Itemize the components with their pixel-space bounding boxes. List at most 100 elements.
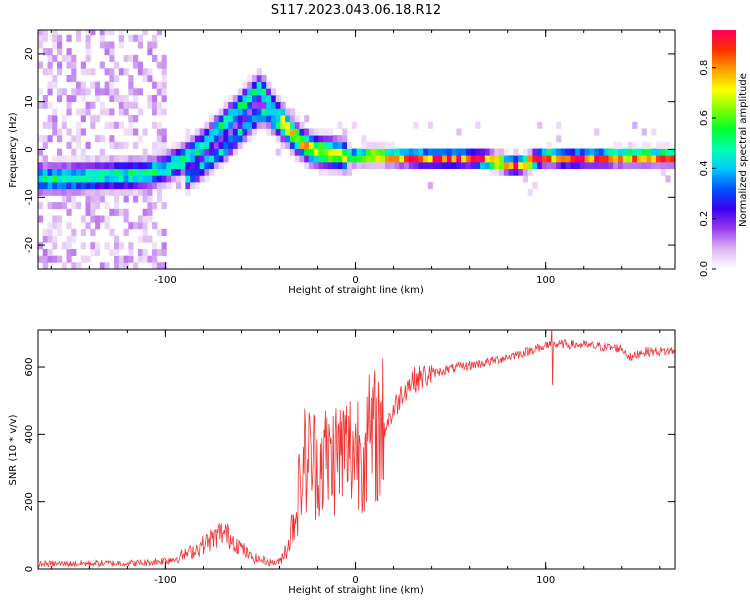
heatmap-cell (175, 161, 182, 170)
heatmap-cell (95, 135, 101, 143)
heatmap-cell (194, 168, 201, 176)
heatmap-cell (223, 121, 229, 129)
heatmap-cell (66, 168, 72, 176)
heatmap-cell (133, 222, 139, 230)
heatmap-cell (413, 121, 419, 129)
heatmap-cell (99, 215, 105, 223)
heatmap-cell (161, 141, 167, 149)
heatmap-cell (166, 175, 172, 183)
heatmap-cell (213, 115, 220, 123)
heatmap-cell (337, 135, 343, 143)
heatmap-cell (95, 202, 101, 210)
heatmap-cell (185, 168, 191, 176)
heatmap-cell (209, 128, 215, 136)
heatmap-cell (456, 155, 462, 163)
heatmap-cell (142, 155, 148, 163)
heatmap-cell (161, 68, 167, 76)
heatmap-cell (99, 34, 105, 42)
heatmap-cell (80, 182, 86, 190)
figure-title: S117.2023.043.06.18.R12 (271, 3, 441, 18)
heatmap-cell (389, 148, 395, 156)
heatmap-cell (57, 88, 63, 96)
heatmap-cell (137, 61, 143, 69)
heatmap-cell (228, 115, 234, 123)
heatmap-cell (651, 148, 657, 156)
heatmap-cell (52, 188, 58, 196)
heatmap-cell (156, 188, 162, 196)
heatmap-cell (237, 128, 243, 136)
snr-y-tick-label: 600 (24, 357, 35, 376)
heatmap-cell (142, 74, 148, 83)
heatmap-cell (527, 168, 533, 176)
heatmap-cell (308, 161, 315, 170)
heatmap-cell (237, 101, 243, 109)
heatmap-cell (57, 188, 63, 196)
heatmap-cell (556, 121, 562, 129)
heatmap-cell (294, 135, 300, 143)
heatmap-cell (223, 148, 229, 156)
heatmap-cell (670, 161, 675, 170)
heatmap-cell (109, 228, 115, 236)
heatmap-cell (152, 34, 158, 42)
heatmap-cell (133, 101, 139, 109)
heatmap-cell (71, 188, 77, 196)
heatmap-cell (156, 195, 162, 203)
heatmap-cell (118, 161, 124, 170)
heatmap-cell (665, 161, 671, 170)
heatmap-cell (532, 182, 538, 190)
heatmap-cell (180, 148, 186, 156)
heatmap-cell (560, 161, 567, 170)
heatmap-cell (123, 182, 129, 190)
heatmap-cell (128, 88, 134, 96)
heatmap-cell (589, 161, 595, 170)
heatmap-cell (323, 168, 329, 176)
heatmap-cell (52, 182, 58, 190)
heatmap-cell (537, 148, 543, 156)
heatmap-cell (38, 41, 44, 49)
heatmap-cell (123, 161, 129, 170)
heatmap-cell (118, 208, 124, 216)
heatmap-cell (537, 161, 543, 170)
heatmap-cell (499, 168, 505, 176)
heatmap-cell (123, 175, 129, 183)
heatmap-cell (560, 155, 567, 163)
heatmap-cell (147, 182, 153, 190)
heatmap-cell (194, 135, 201, 143)
heatmap-cell (256, 81, 262, 89)
heatmap-cell (114, 255, 120, 263)
heatmap-cell (52, 128, 58, 136)
heatmap-cell (285, 108, 291, 116)
heatmap-cell (128, 81, 134, 89)
heatmap-cell (57, 61, 63, 69)
heatmap-cell (299, 128, 305, 136)
heatmap-cell (161, 148, 167, 156)
heatmap-cell (99, 195, 105, 203)
heatmap-cell (218, 155, 224, 163)
heatmap-cell (137, 255, 143, 263)
heatmap-cell (285, 128, 291, 136)
heatmap-cell (85, 222, 91, 230)
heatmap-cell (71, 74, 77, 83)
heatmap-cell (323, 128, 329, 136)
heatmap-cell (513, 161, 519, 170)
heatmap-cell (389, 155, 395, 163)
heatmap-cell (404, 161, 410, 170)
heatmap-cell (123, 54, 129, 62)
heatmap-cell (42, 95, 48, 103)
heatmap-cell (85, 188, 91, 196)
heatmap-cell (57, 135, 63, 143)
heatmap-cell (85, 101, 91, 109)
heatmap-cell (266, 88, 272, 96)
heatmap-cell (76, 141, 82, 149)
heatmap-cell (90, 242, 96, 250)
heatmap-cell (104, 188, 110, 196)
heatmap-cell (66, 54, 72, 62)
heatmap-cell (280, 108, 286, 116)
heatmap-cell (95, 182, 101, 190)
heatmap-cell (137, 108, 143, 116)
heatmap-cell (242, 121, 248, 129)
heatmap-cell (209, 115, 215, 123)
heatmap-cell (190, 168, 196, 176)
heatmap-cell (152, 141, 158, 149)
heatmap-cell (161, 81, 167, 89)
